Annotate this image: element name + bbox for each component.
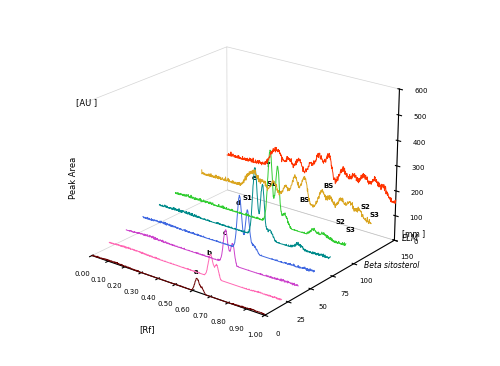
Text: [AU ]: [AU ] <box>76 98 98 107</box>
X-axis label: [Rf]: [Rf] <box>140 325 155 334</box>
Text: Peak Area: Peak Area <box>68 156 78 199</box>
